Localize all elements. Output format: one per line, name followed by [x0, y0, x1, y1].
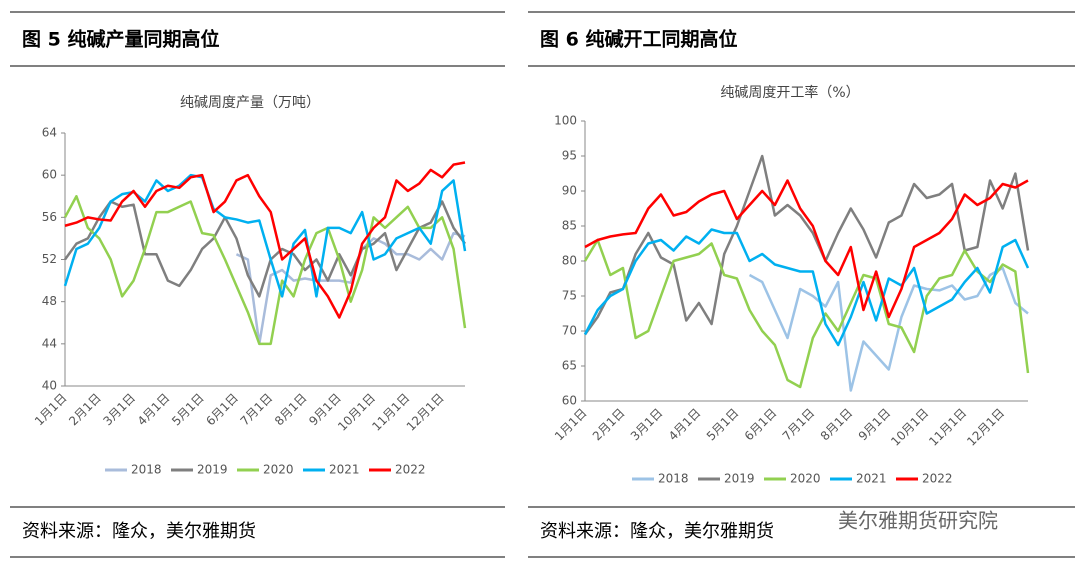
y-tick-label: 56	[42, 210, 57, 224]
legend-label: 2022	[922, 472, 953, 486]
x-tick-label: 2月1日	[66, 391, 104, 429]
legend-label: 2020	[263, 463, 294, 477]
chart-title: 纯碱周度产量（万吨）	[180, 95, 320, 111]
y-tick-label: 95	[562, 149, 577, 163]
x-tick-label: 12月1日	[964, 406, 1007, 449]
legend-label: 2021	[329, 463, 360, 477]
series-line	[584, 179, 1029, 319]
series-line	[583, 228, 1030, 347]
x-tick-label: 12月1日	[404, 391, 447, 434]
x-tick-label: 3月1日	[100, 391, 138, 429]
y-tick-label: 64	[42, 126, 57, 140]
y-tick-label: 60	[562, 394, 577, 408]
y-tick-label: 52	[42, 252, 57, 266]
legend-label: 2019	[724, 472, 755, 486]
x-tick-label: 4月1日	[135, 391, 173, 429]
y-tick-label: 44	[42, 336, 57, 350]
y-tick-label: 75	[562, 289, 577, 303]
legend-label: 2022	[395, 463, 426, 477]
series-line	[63, 195, 467, 346]
y-tick-label: 70	[562, 324, 577, 338]
y-tick-label: 100	[554, 114, 577, 128]
legend-label: 2019	[197, 463, 228, 477]
y-tick-label: 85	[562, 219, 577, 233]
x-tick-label: 5月1日	[704, 406, 742, 444]
y-tick-label: 40	[42, 379, 57, 393]
x-tick-label: 1月1日	[32, 391, 70, 429]
x-tick-label: 3月1日	[628, 406, 666, 444]
series-line	[64, 161, 466, 319]
x-tick-label: 1月1日	[552, 406, 590, 444]
y-tick-label: 65	[562, 359, 577, 373]
series-line	[583, 154, 1030, 336]
y-tick-label: 48	[42, 294, 57, 308]
chart-title: 纯碱周度开工率（%）	[720, 84, 859, 101]
y-tick-label: 60	[42, 168, 57, 182]
series-line	[748, 266, 1029, 392]
legend-label: 2020	[790, 472, 821, 486]
legend-label: 2018	[131, 463, 162, 477]
legend-label: 2021	[856, 472, 887, 486]
legend-label: 2018	[658, 472, 689, 486]
x-tick-label: 11月1日	[926, 406, 969, 449]
x-tick-label: 7月1日	[238, 391, 276, 429]
x-tick-label: 8月1日	[818, 406, 856, 444]
x-tick-label: 4月1日	[666, 406, 704, 444]
y-tick-label: 90	[562, 184, 577, 198]
x-tick-label: 7月1日	[780, 406, 818, 444]
series-line	[583, 238, 1030, 389]
x-tick-label: 6月1日	[203, 391, 241, 429]
panel-frame	[10, 11, 1075, 558]
x-tick-label: 2月1日	[590, 406, 628, 444]
series-line	[63, 200, 467, 298]
source: 资料来源：隆众，美尔雅期货	[22, 521, 256, 542]
y-tick-label: 80	[562, 254, 577, 268]
x-tick-label: 8月1日	[272, 391, 310, 429]
source: 资料来源：隆众，美尔雅期货	[540, 521, 774, 542]
x-tick-label: 9月1日	[856, 406, 894, 444]
panel-title: 图 6 纯碱开工同期高位	[540, 28, 737, 51]
x-tick-label: 5月1日	[169, 391, 207, 429]
x-tick-label: 10月1日	[888, 406, 931, 449]
panel-title: 图 5 纯碱产量同期高位	[22, 28, 219, 51]
watermark: 美尔雅期货研究院	[838, 509, 998, 533]
x-tick-label: 6月1日	[742, 406, 780, 444]
